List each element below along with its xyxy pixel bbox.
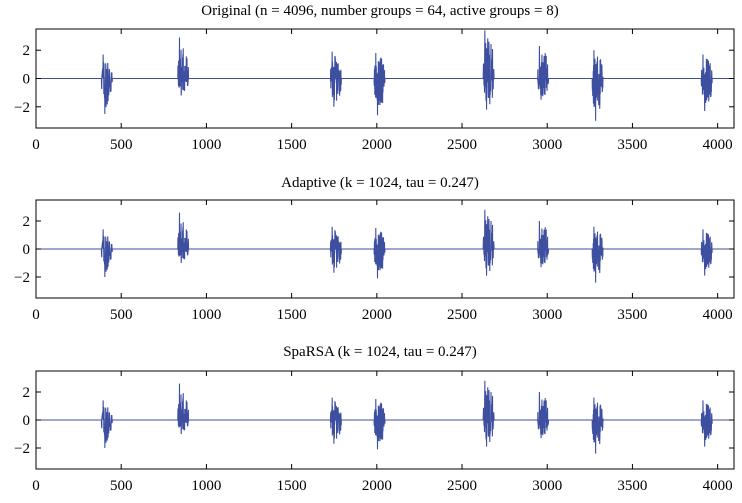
y-tick-label: 0	[23, 72, 31, 88]
y-tick-label: −2	[14, 270, 30, 286]
x-tick-label: 0	[32, 307, 40, 323]
x-tick-label: 1000	[191, 137, 221, 153]
x-tick-label: 3500	[617, 307, 647, 323]
panel-title: Original (n = 4096, number groups = 64, …	[201, 3, 558, 19]
x-tick-label: 4000	[703, 137, 733, 153]
x-tick-label: 2500	[447, 137, 477, 153]
x-tick-label: 0	[32, 137, 40, 153]
x-tick-label: 500	[110, 307, 133, 323]
y-tick-label: 2	[23, 385, 31, 401]
panel-sparsa: SpaRSA (k = 1024, tau = 0.247) 0 500 1000 1…	[14, 344, 735, 494]
x-tick-label: 2000	[362, 307, 392, 323]
x-tick-label: 2000	[362, 137, 392, 153]
x-tick-label: 3000	[532, 478, 562, 494]
x-tick-label: 2500	[447, 478, 477, 494]
signal-line	[36, 209, 734, 283]
y-tick-label: −2	[14, 100, 30, 116]
y-tick-label: 0	[23, 242, 31, 258]
x-tick-label: 500	[110, 478, 133, 494]
y-tick-label: 2	[23, 43, 31, 59]
x-tick-label: 1500	[277, 478, 307, 494]
x-tick-label: 4000	[703, 478, 733, 494]
x-tick-label: 3500	[617, 137, 647, 153]
x-tick-label: 4000	[703, 307, 733, 323]
x-tick-label: 2000	[362, 478, 392, 494]
y-tick-label: 2	[23, 214, 31, 230]
y-tick-label: −2	[14, 441, 30, 457]
signal-line	[36, 30, 734, 121]
x-tick-label: 3500	[617, 478, 647, 494]
x-tick-label: 0	[32, 478, 40, 494]
x-tick-label: 1500	[277, 137, 307, 153]
x-tick-label: 1000	[191, 478, 221, 494]
x-tick-label: 1500	[277, 307, 307, 323]
y-tick-label: 0	[23, 413, 31, 429]
x-tick-label: 500	[110, 137, 133, 153]
panel-title: Adaptive (k = 1024, tau = 0.247)	[281, 175, 479, 191]
signal-line	[36, 380, 734, 454]
panel-adaptive: Adaptive (k = 1024, tau = 0.247) 0 500 100…	[14, 175, 735, 323]
panel-original: Original (n = 4096, number groups = 64, …	[14, 3, 735, 153]
x-tick-label: 3000	[532, 137, 562, 153]
x-tick-label: 3000	[532, 307, 562, 323]
x-tick-label: 1000	[191, 307, 221, 323]
panel-title: SpaRSA (k = 1024, tau = 0.247)	[283, 344, 477, 360]
x-tick-label: 2500	[447, 307, 477, 323]
